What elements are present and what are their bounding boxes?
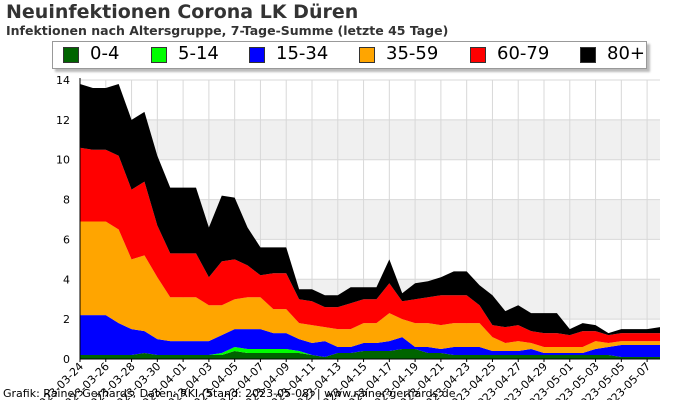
y-tick-label: 12 xyxy=(56,114,70,127)
y-tick-label: 4 xyxy=(63,273,70,286)
area-series-0-4 xyxy=(80,349,660,359)
legend-swatch-5-14 xyxy=(151,47,167,63)
y-tick-label: 10 xyxy=(56,154,70,167)
legend-swatch-80-plus xyxy=(580,47,596,63)
y-tick-label: 8 xyxy=(63,194,70,207)
y-tick-label: 6 xyxy=(63,233,70,246)
source-credit: Grafik: Rainer Gerhards, Daten: RKI (Sta… xyxy=(3,387,456,400)
plot-band xyxy=(80,119,660,160)
legend-swatch-0-4 xyxy=(63,47,79,63)
legend-label-5-14: 5-14 xyxy=(178,43,219,64)
legend-label-35-59: 35-59 xyxy=(386,43,439,64)
area-series-35-59 xyxy=(80,221,660,354)
area-series-15-34 xyxy=(80,315,660,358)
y-tick-label: 14 xyxy=(56,74,70,87)
legend-label-15-34: 15-34 xyxy=(276,43,329,64)
y-tick-label: 2 xyxy=(63,313,70,326)
chart-title: Neuinfektionen Corona LK Düren xyxy=(6,1,359,23)
area-series-60-79 xyxy=(80,147,660,348)
y-tick-label: 0 xyxy=(63,353,70,366)
chart-subtitle: Infektionen nach Altersgruppe, 7-Tage-Su… xyxy=(6,23,449,38)
legend: 0-4 5-14 15-34 35-59 60-79 80+ xyxy=(52,41,647,69)
plot-band xyxy=(80,80,660,120)
legend-swatch-35-59 xyxy=(359,47,375,63)
legend-label-60-79: 60-79 xyxy=(497,43,550,64)
legend-swatch-60-79 xyxy=(470,47,486,63)
legend-label-80-plus: 80+ xyxy=(607,43,645,64)
area-series-80-plus xyxy=(80,83,660,336)
legend-swatch-15-34 xyxy=(249,47,265,63)
legend-label-0-4: 0-4 xyxy=(90,43,120,64)
